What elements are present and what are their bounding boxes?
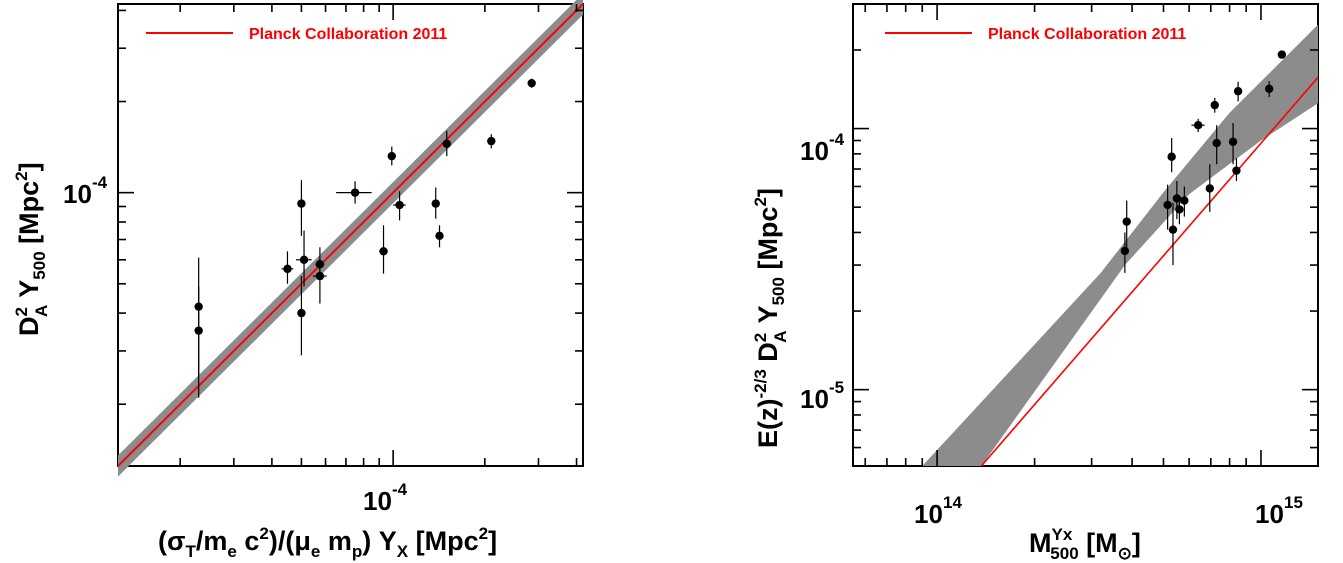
left-plot-frame bbox=[117, 3, 584, 467]
right-y-tick-label-1e-5: 10 bbox=[800, 384, 829, 414]
left-data-point bbox=[395, 200, 404, 210]
left-y-tick-label: 10 bbox=[63, 179, 92, 209]
left-y-tick-exponent: -4 bbox=[92, 173, 108, 192]
right-x-tick-exponent-1015: 15 bbox=[1284, 493, 1303, 512]
right-y-tick-label-1e-4: 10 bbox=[800, 136, 829, 166]
right-x-tick-label-1015: 10 bbox=[1255, 499, 1284, 529]
left-data-point bbox=[487, 136, 496, 146]
left-data-points bbox=[194, 78, 536, 398]
left-data-point bbox=[299, 255, 309, 264]
right-data-point bbox=[1233, 87, 1243, 96]
left-data-point bbox=[297, 308, 306, 318]
right-data-point bbox=[1163, 200, 1172, 210]
right-data-point bbox=[1122, 217, 1131, 226]
right-x-axis-label: MYx 500 [M⊙] bbox=[1029, 525, 1141, 563]
left-axis-ticks bbox=[118, 4, 583, 466]
right-legend-label: Planck Collaboration 2011 bbox=[988, 26, 1186, 43]
right-data-point bbox=[1212, 138, 1221, 148]
right-data-point bbox=[1205, 184, 1214, 193]
right-data-point bbox=[1175, 205, 1184, 214]
left-data-point bbox=[350, 188, 360, 197]
left-data-point bbox=[283, 264, 292, 274]
right-y-tick-exponent-1e-4: -4 bbox=[829, 130, 845, 149]
left-data-point bbox=[442, 139, 451, 149]
right-data-point bbox=[1167, 152, 1176, 161]
right-axis-ticks bbox=[853, 4, 1318, 466]
right-data-point bbox=[1232, 166, 1241, 175]
right-y-tick-exponent-1e-5: -5 bbox=[829, 378, 844, 397]
right-plot-frame bbox=[852, 3, 1319, 467]
right-data-points bbox=[1120, 50, 1287, 273]
right-data-point bbox=[1120, 246, 1130, 256]
right-band-area bbox=[922, 24, 1318, 467]
right-data-point bbox=[1228, 137, 1238, 146]
right-data-point bbox=[1168, 225, 1178, 234]
right-y-axis-label: E(z)-2/3 D2A Y500 [Mpc2] bbox=[751, 188, 790, 448]
left-x-axis-label: (σT/me c2)/(μe mp) YX [Mpc2] bbox=[158, 524, 497, 561]
right-confidence-band bbox=[922, 24, 1318, 467]
right-data-point bbox=[1264, 84, 1274, 94]
right-data-point bbox=[1210, 100, 1219, 110]
left-data-point bbox=[194, 326, 203, 335]
right-chart: Planck Collaboration 2011 10 14 10 15 10… bbox=[751, 3, 1319, 563]
left-confidence-band bbox=[118, 0, 583, 477]
right-data-point bbox=[1180, 196, 1189, 205]
right-x-tick-label-1014: 10 bbox=[914, 499, 943, 529]
left-y-axis-label: D2A Y500 [Mpc2] bbox=[12, 162, 51, 336]
left-legend-label: Planck Collaboration 2011 bbox=[249, 26, 447, 43]
right-fit-line bbox=[980, 76, 1319, 467]
left-x-tick-label: 10 bbox=[363, 486, 392, 516]
right-x-tick-exponent-1014: 14 bbox=[943, 493, 962, 512]
left-data-point bbox=[315, 260, 325, 269]
left-x-tick-exponent: -4 bbox=[392, 480, 408, 499]
left-chart: Planck Collaboration 2011 10 -4 10 -4 (σ… bbox=[12, 0, 584, 561]
left-data-point bbox=[431, 199, 440, 208]
right-fit-line-path bbox=[980, 76, 1319, 467]
left-data-point bbox=[527, 78, 536, 88]
left-data-point bbox=[297, 199, 306, 208]
left-data-point bbox=[379, 247, 388, 256]
left-fit-line-path bbox=[117, 3, 584, 467]
left-band-area bbox=[118, 0, 583, 477]
right-data-point bbox=[1193, 121, 1203, 130]
left-fit-line bbox=[117, 3, 584, 467]
right-data-point bbox=[1277, 50, 1287, 59]
left-data-point bbox=[387, 151, 396, 161]
left-data-point bbox=[435, 231, 444, 241]
